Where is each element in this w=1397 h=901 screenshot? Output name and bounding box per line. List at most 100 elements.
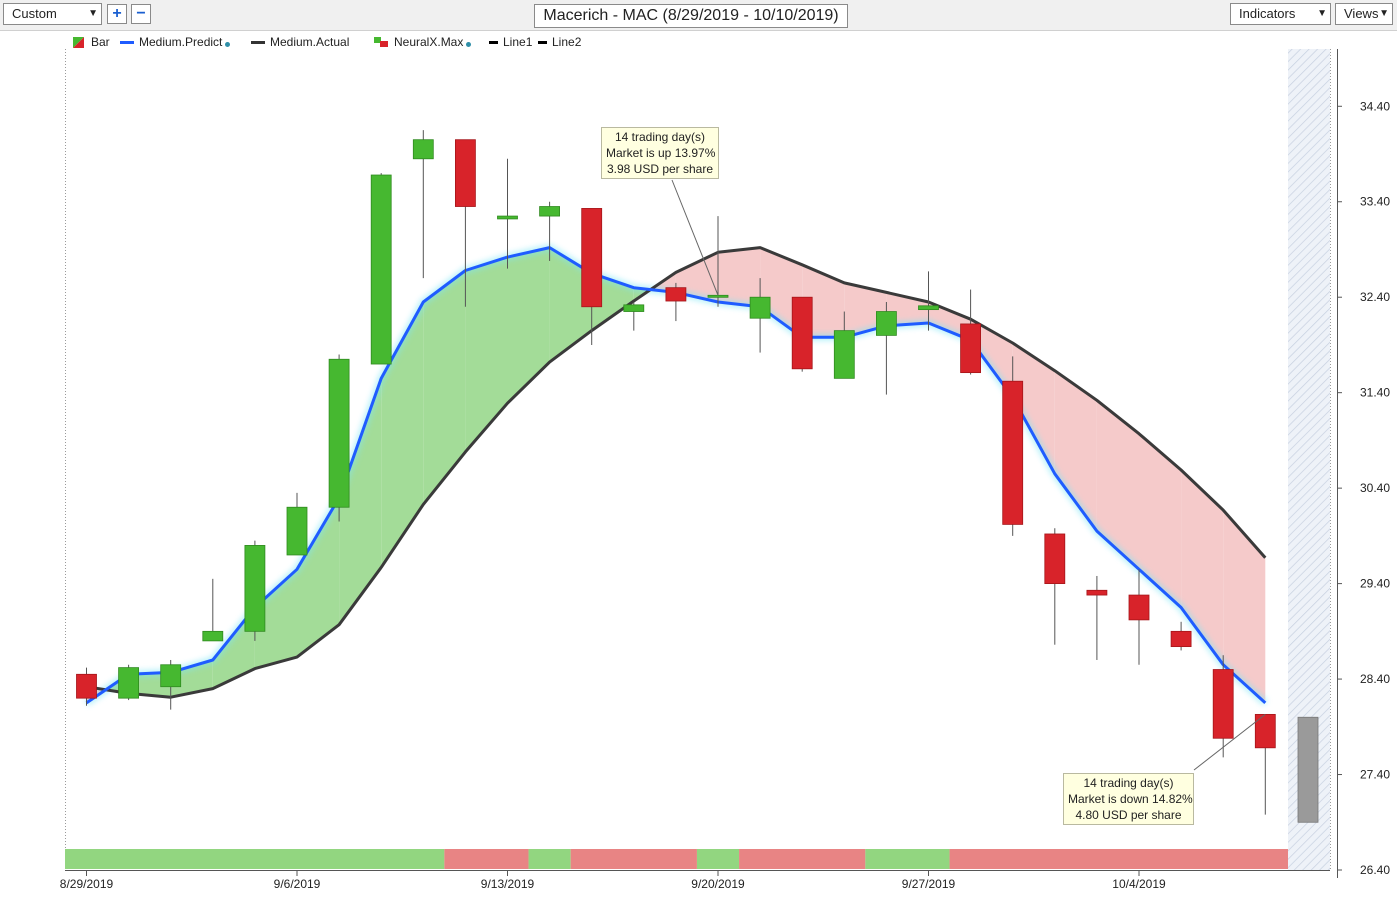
annotation-line: 4.80 USD per share xyxy=(1075,808,1182,822)
chart-title: Macerich - MAC (8/29/2019 - 10/10/2019) xyxy=(534,4,848,28)
signal-band xyxy=(528,849,571,869)
annotation-line: Market is up 13.97% xyxy=(606,146,716,160)
candle-body xyxy=(370,174,392,365)
y-tick-label: 32.40 xyxy=(1360,290,1390,304)
legend-label: Medium.Predict xyxy=(139,35,223,49)
annotation-up-leader xyxy=(671,179,719,296)
candle-body xyxy=(960,323,981,374)
area-fill xyxy=(675,252,718,302)
signal-band xyxy=(696,849,740,869)
candle-body xyxy=(286,506,308,556)
x-tick-label: 10/4/2019 xyxy=(1112,877,1166,891)
preset-select[interactable]: Custom ▼ xyxy=(3,3,102,25)
legend-label: NeuralX.Max xyxy=(394,35,464,49)
area-fill xyxy=(212,607,255,689)
candle xyxy=(286,492,308,556)
area-fill xyxy=(507,247,550,404)
candle-body xyxy=(665,287,687,302)
zoom-out-button[interactable]: − xyxy=(131,4,151,24)
area-fill xyxy=(339,378,382,625)
line-swatch-icon xyxy=(489,41,498,44)
settings-dot-icon[interactable] xyxy=(225,42,231,47)
plus-icon: + xyxy=(112,5,122,22)
candle-body xyxy=(707,294,729,298)
candle-body xyxy=(328,358,350,508)
area-fill xyxy=(1223,510,1266,703)
candle xyxy=(623,301,645,331)
candle-body xyxy=(244,545,266,632)
candle xyxy=(370,173,392,365)
candle xyxy=(1254,713,1276,815)
annotation-line: Market is down 14.82% xyxy=(1068,792,1193,806)
candle-body xyxy=(918,305,939,311)
legend-item-medium-predict[interactable]: Medium.Predict xyxy=(120,34,231,50)
area-fill xyxy=(1139,433,1182,608)
line-swatch-icon xyxy=(120,41,134,44)
area-fill xyxy=(760,247,803,338)
candle xyxy=(791,296,813,372)
candle xyxy=(833,311,855,379)
candle xyxy=(665,282,687,322)
legend-item-bar[interactable]: Bar xyxy=(73,34,110,50)
candle-body xyxy=(1086,589,1108,596)
candle-body xyxy=(497,215,518,220)
candle xyxy=(412,130,434,279)
y-tick-label: 27.40 xyxy=(1360,768,1390,782)
settings-dot-icon[interactable] xyxy=(466,42,472,47)
annotation-line: 3.98 USD per share xyxy=(606,162,714,176)
area-fill xyxy=(381,301,424,568)
signal-band xyxy=(444,849,529,869)
candle xyxy=(960,289,981,375)
candle-body xyxy=(876,311,897,336)
annotation-down: 14 trading day(s) Market is down 14.82% … xyxy=(1063,773,1194,825)
y-tick-label: 30.40 xyxy=(1360,481,1390,495)
x-tick-label: 9/27/2019 xyxy=(902,877,956,891)
legend-label: Medium.Actual xyxy=(270,35,350,49)
candle-body xyxy=(1044,533,1066,585)
candle-body xyxy=(623,304,645,312)
candle-body xyxy=(160,664,182,688)
candle xyxy=(749,278,771,353)
medium-actual-line xyxy=(86,246,1267,699)
views-dropdown[interactable]: Views ▼ xyxy=(1335,3,1393,25)
candle-body xyxy=(791,296,813,370)
candle-body xyxy=(749,296,771,319)
legend-item-medium-actual[interactable]: Medium.Actual xyxy=(251,34,349,50)
annotation-line: 14 trading day(s) xyxy=(614,130,706,144)
area-fill xyxy=(128,672,171,698)
preset-select-value: Custom xyxy=(12,6,57,21)
candle xyxy=(1170,621,1192,651)
x-tick-label: 9/6/2019 xyxy=(274,877,321,891)
line-swatch-icon xyxy=(538,41,547,44)
signal-band xyxy=(949,849,1288,869)
annotation-line: 14 trading day(s) xyxy=(1083,776,1174,790)
candle xyxy=(581,208,603,345)
candle-body xyxy=(202,630,224,642)
area-fill xyxy=(718,247,761,307)
candle-body xyxy=(1002,380,1024,525)
signal-band xyxy=(65,849,445,869)
legend-item-line1[interactable]: Line1 xyxy=(489,34,532,50)
candle xyxy=(876,301,897,395)
line-swatch-icon xyxy=(251,41,265,44)
y-tick-label: 26.40 xyxy=(1360,863,1390,877)
legend-item-line2[interactable]: Line2 xyxy=(538,34,581,50)
x-tick-label: 9/13/2019 xyxy=(481,877,535,891)
candle-body xyxy=(454,139,476,207)
candle xyxy=(1128,569,1150,665)
neural-swatch-icon xyxy=(374,37,388,47)
legend-item-neuralx-max[interactable]: NeuralX.Max xyxy=(374,34,472,50)
signal-band xyxy=(739,849,866,869)
chevron-down-icon: ▼ xyxy=(1317,8,1327,19)
candle-body xyxy=(539,206,560,217)
zoom-in-button[interactable]: + xyxy=(107,4,127,24)
candle-body xyxy=(1212,669,1234,739)
candle xyxy=(1044,528,1066,645)
indicators-dropdown[interactable]: Indicators ▼ xyxy=(1230,3,1331,25)
candle xyxy=(1086,575,1108,660)
area-fill xyxy=(844,282,887,338)
candle xyxy=(454,139,476,307)
bar-swatch-icon xyxy=(73,37,84,48)
candle xyxy=(328,354,350,522)
